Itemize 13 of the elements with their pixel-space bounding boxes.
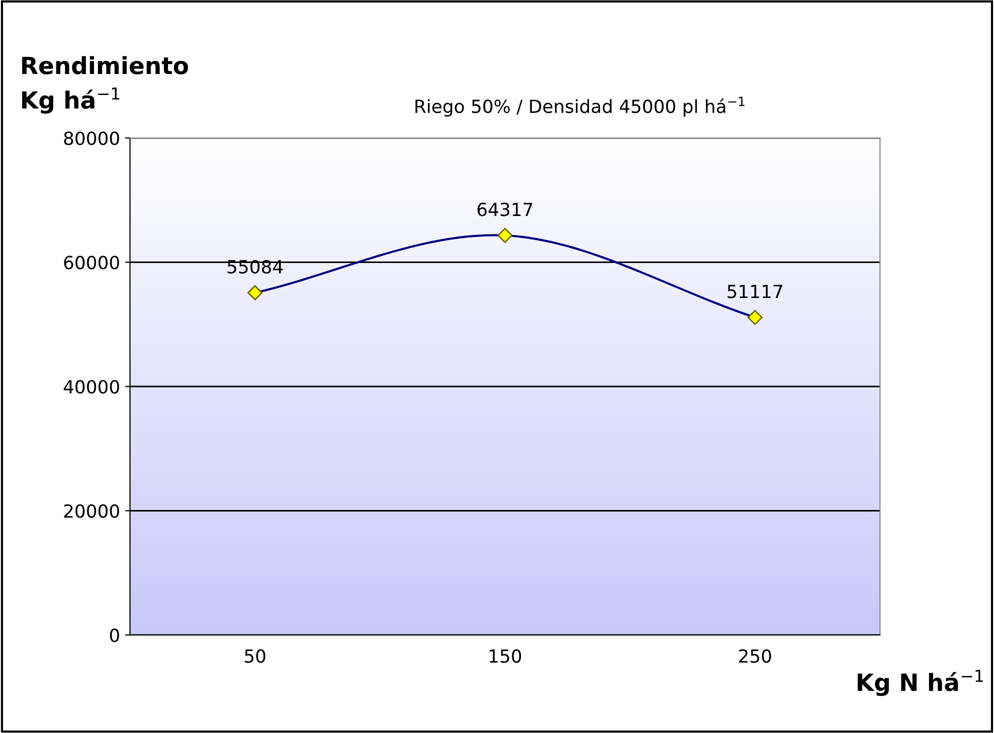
x-tick-label: 50 (244, 649, 266, 663)
data-label: 51117 (728, 284, 782, 298)
y-tick-label: 20000 (64, 504, 120, 518)
x-tick-label: 150 (490, 649, 522, 663)
y-tick-label: 40000 (64, 380, 120, 394)
y-tick-label: 0 (110, 628, 120, 642)
y-tick-label: 60000 (64, 256, 120, 270)
y-tick-label: 80000 (64, 131, 120, 146)
data-label: 64317 (478, 202, 532, 216)
chart-title: Riego 50% / Densidad 45000 pl há$^{−1}$ (415, 96, 744, 117)
y-axis-title: Rendimiento Kg há$^{−1}$ (22, 56, 188, 114)
x-axis-title: Kg N há$^{−1}$ (858, 670, 983, 696)
x-tick-label: 250 (739, 649, 772, 663)
